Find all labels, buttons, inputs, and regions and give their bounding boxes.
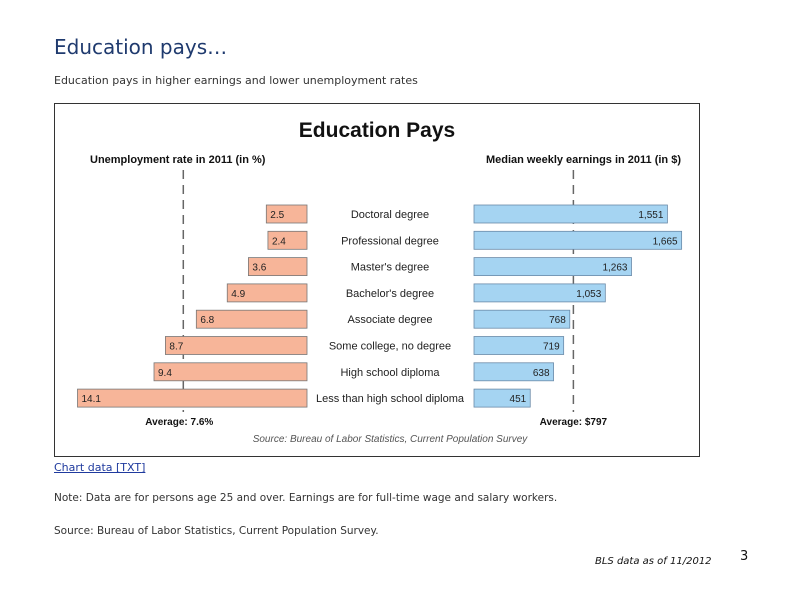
earnings-bar [473,309,571,329]
category-label: Associate degree [348,314,433,326]
page-number: 3 [740,549,749,564]
category-label: Professional degree [341,235,439,247]
unemployment-value-label: 3.6 [252,263,266,274]
unemployment-bar [77,388,308,408]
unemployment-value-label: 2.5 [270,210,284,221]
earnings-value-label: 768 [549,315,566,326]
unemployment-bar [267,230,308,250]
unemployment-bar [265,204,308,224]
unemployment-value-label: 9.4 [158,368,172,379]
earnings-panel-label: Median weekly earnings in 2011 (in $) [486,154,681,166]
earnings-average-label: Average: $797 [540,417,608,428]
slide-subtitle: Education pays in higher earnings and lo… [54,74,418,87]
earnings-bar [473,257,632,277]
unemployment-average-label: Average: 7.6% [145,417,213,428]
earnings-value-label: 719 [543,342,560,353]
data-date: BLS data as of 11/2012 [595,556,712,567]
category-label: Bachelor's degree [346,288,434,300]
unemployment-bar [165,336,308,355]
category-label: Doctoral degree [351,209,429,221]
unemployment-value-label: 2.4 [272,236,286,247]
unemployment-value-label: 14.1 [82,394,102,405]
slide-title: Education pays… [54,35,228,59]
unemployment-value-label: 4.9 [231,289,245,300]
earnings-value-label: 638 [533,368,550,379]
unemployment-bar [248,257,308,277]
source-text: Source: Bureau of Labor Statistics, Curr… [54,525,379,537]
category-label: Less than high school diploma [316,393,465,405]
chart-frame: Education Pays Unemployment rate in 2011 … [54,103,700,457]
category-label: High school diploma [340,367,440,379]
earnings-bar [473,283,606,303]
education-pays-chart: Education Pays Unemployment rate in 2011 … [77,119,683,445]
category-label: Some college, no degree [329,341,451,353]
earnings-value-label: 1,053 [576,289,601,300]
earnings-bar [473,362,554,382]
chart-source: Source: Bureau of Labor Statistics, Curr… [253,434,529,445]
unemployment-bar [153,362,308,382]
earnings-bar [473,388,531,408]
earnings-bar [473,230,683,250]
earnings-value-label: 1,665 [653,236,678,247]
category-label: Master's degree [351,262,430,274]
earnings-value-label: 1,551 [638,210,663,221]
unemployment-bar [195,309,308,329]
earnings-value-label: 451 [510,394,527,405]
earnings-bar [473,336,565,355]
unemployment-value-label: 6.8 [200,315,214,326]
unemployment-panel-label: Unemployment rate in 2011 (in %) [90,154,266,166]
chart-data-link[interactable]: Chart data [TXT] [54,461,146,474]
note-text: Note: Data are for persons age 25 and ov… [54,492,558,504]
unemployment-value-label: 8.7 [169,342,183,353]
unemployment-bar [226,283,308,303]
chart-title: Education Pays [299,119,455,142]
earnings-bar [473,204,668,224]
earnings-value-label: 1,263 [602,263,627,274]
